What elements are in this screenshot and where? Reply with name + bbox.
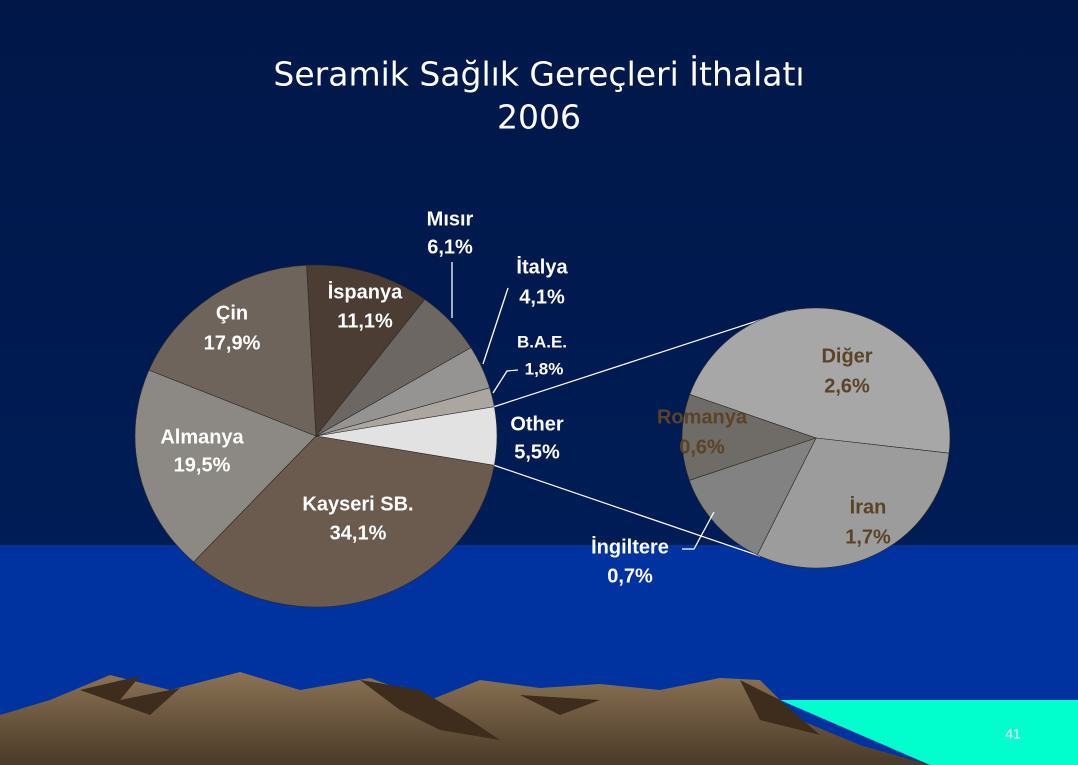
slice-label: Çin [216,302,248,324]
slice-label: Other [510,413,564,435]
slice-value-label: 1,8% [525,359,564,378]
slices [134,264,951,608]
page-number: 41 [1005,726,1021,742]
slice-value-label: 34,1% [330,522,387,544]
slice-value-label: 0,6% [679,436,725,458]
slice-value-label: 5,5% [514,441,560,463]
slice-value-label: 1,7% [845,526,891,548]
mountain-shade [520,695,600,715]
slice-label: Kayseri SB. [302,493,413,515]
pie-slice [306,264,426,437]
slice-label: İran [850,495,887,518]
slice-label: İtalya [516,255,568,278]
pie-slice [689,307,951,454]
slice-value-label: 2,6% [824,375,870,397]
pie-slice [134,369,317,563]
mountain-shade [80,676,180,715]
slice-value-label: 6,1% [427,236,473,258]
leader-line [492,369,519,394]
pie-slice [756,437,950,569]
slice-value-label: 0,7% [607,565,653,587]
slice-label: İngiltere [591,535,669,558]
slice-label: Almanya [160,426,244,448]
mountain-shade [360,680,500,740]
chart-title: Seramik Sağlık Gereçleri İthalatı [273,55,804,94]
shore [780,700,1078,765]
slice-label: Romanya [657,406,748,428]
slice-value-label: 11,1% [337,310,393,332]
slice-value-label: 17,9% [204,332,261,354]
leader-line [482,287,509,365]
slice-value-label: 19,5% [174,454,231,476]
connector-line [494,310,789,408]
pie-slice [688,437,817,556]
pie-slice [148,264,317,437]
slice-value-label: 4,1% [519,286,565,308]
slice-label: B.A.E. [517,332,567,351]
pie-slice [681,394,817,481]
slice-label: İspanya [328,280,403,303]
chart-subtitle: 2006 [497,98,581,137]
slice-label: Diğer [821,345,872,367]
pie-slice [193,435,495,608]
connector-line [494,464,761,557]
mountain-shade [740,680,820,735]
leader-line [682,511,715,550]
slice-label: Mısır [427,208,474,230]
